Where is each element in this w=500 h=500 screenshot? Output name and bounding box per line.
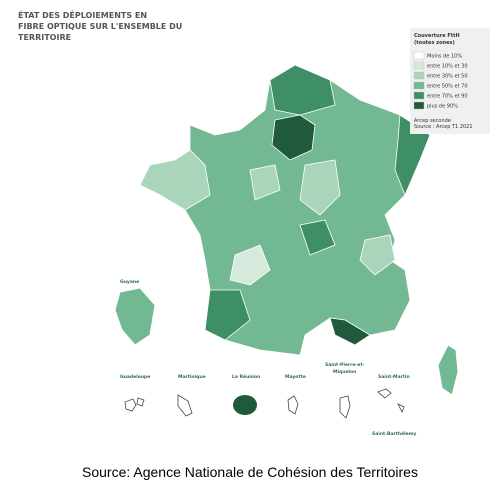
legend-swatch — [413, 71, 425, 80]
legend-swatch — [413, 101, 425, 110]
territory-label: La Réunion — [232, 373, 260, 380]
legend-swatch — [413, 91, 425, 100]
legend-label: plus de 90% — [427, 104, 458, 110]
guyane — [114, 287, 156, 346]
legend-note: Arcep seconde — [414, 118, 451, 124]
legend-label: entre 70% et 90 — [427, 94, 468, 100]
territory-label: Saint-Pierre-et- — [325, 362, 364, 368]
legend-swatch — [413, 51, 425, 60]
overseas-shapes — [124, 388, 405, 419]
territory-label: Saint-Barthélemy — [372, 430, 416, 437]
legend-note: Source : Arcep T1 2021 — [414, 124, 473, 130]
territory-label: Miquelon — [333, 369, 356, 375]
territory-label: Mayotte — [285, 374, 306, 380]
source-caption: Source: Agence Nationale de Cohésion des… — [82, 464, 418, 480]
legend-box — [410, 28, 490, 134]
france-map — [139, 64, 431, 356]
legend-label: entre 10% et 30 — [427, 64, 468, 70]
territory-label: Guyane — [120, 279, 139, 285]
title-line: TERRITOIRE — [18, 33, 71, 42]
legend-label: entre 30% et 50 — [427, 74, 468, 80]
legend-title: (toutes zones) — [414, 40, 455, 46]
legend-label: Moins de 10% — [427, 54, 462, 60]
legend-title: Couverture FttH — [414, 33, 460, 39]
territory-label: Martinique — [178, 374, 206, 380]
title-line: FIBRE OPTIQUE SUR L'ENSEMBLE DU — [18, 22, 182, 31]
legend-swatch — [413, 61, 425, 70]
corse — [437, 344, 459, 396]
la-reunion — [233, 395, 257, 415]
legend: Couverture FttH(toutes zones) Moins de 10… — [410, 28, 490, 134]
legend-swatch — [413, 81, 425, 90]
title-line: ÉTAT DES DÉPLOIEMENTS EN — [18, 9, 147, 20]
territory-label: Guadeloupe — [120, 374, 150, 380]
territory-label: Saint-Martin — [378, 374, 410, 380]
legend-label: entre 50% et 70 — [427, 84, 468, 90]
